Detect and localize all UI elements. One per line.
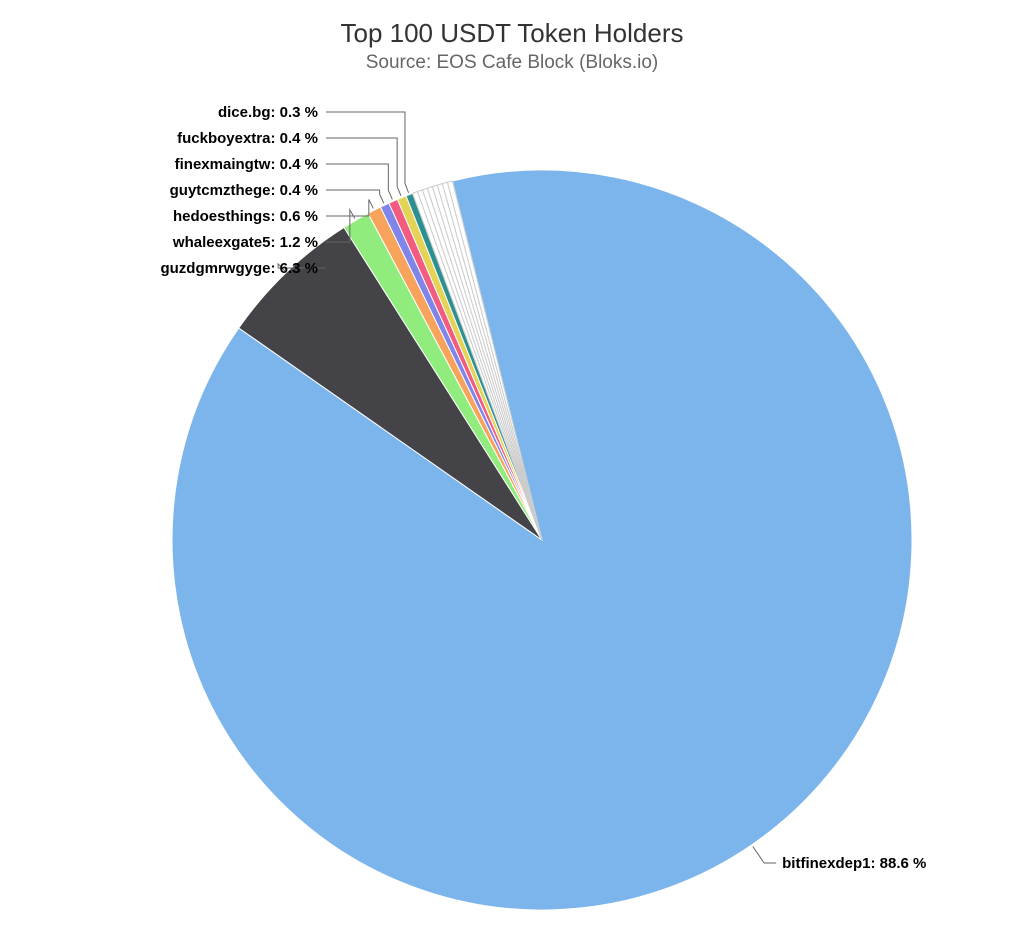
- slice-label-fuckboyextra: fuckboyextra: 0.4 %: [177, 130, 318, 147]
- slice-label-bitfinexdep1: bitfinexdep1: 88.6 %: [782, 855, 926, 872]
- slice-label-dice.bg: dice.bg: 0.3 %: [218, 104, 318, 121]
- slice-label-guytcmzthege: guytcmzthege: 0.4 %: [170, 182, 318, 199]
- label-connector: [326, 190, 384, 203]
- slice-label-hedoesthings: hedoesthings: 0.6 %: [173, 208, 318, 225]
- label-connector: [326, 138, 401, 196]
- pie-chart-svg: bitfinexdep1: 88.6 % guzdgmrwgyge: 6.3 % w…: [0, 0, 1024, 925]
- slice-label-whaleexgate5: whaleexgate5: 1.2 %: [172, 234, 318, 251]
- label-connector: [326, 112, 409, 193]
- pie-chart-container: Top 100 USDT Token Holders Source: EOS C…: [0, 0, 1024, 925]
- slice-label-guzdgmrwgyge: guzdgmrwgyge: 6.3 %: [160, 260, 318, 277]
- label-connector: [753, 847, 776, 863]
- label-connector: [326, 164, 392, 199]
- slice-label-finexmaingtw: finexmaingtw: 0.4 %: [175, 156, 318, 173]
